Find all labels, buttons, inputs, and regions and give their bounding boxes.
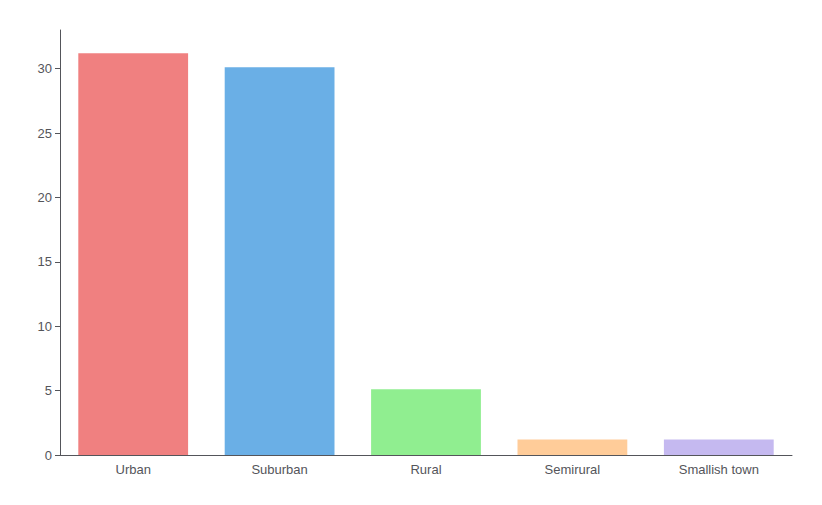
svg-text:30: 30 (38, 61, 52, 76)
svg-text:Suburban: Suburban (251, 462, 307, 477)
svg-text:10: 10 (38, 319, 52, 334)
svg-text:0: 0 (45, 448, 52, 463)
svg-text:25: 25 (38, 126, 52, 141)
svg-text:Rural: Rural (410, 462, 441, 477)
svg-text:15: 15 (38, 254, 52, 269)
svg-text:20: 20 (38, 190, 52, 205)
svg-text:Smallish town: Smallish town (679, 462, 759, 477)
svg-text:5: 5 (45, 383, 52, 398)
svg-text:Urban: Urban (115, 462, 150, 477)
svg-text:Semirural: Semirural (545, 462, 601, 477)
